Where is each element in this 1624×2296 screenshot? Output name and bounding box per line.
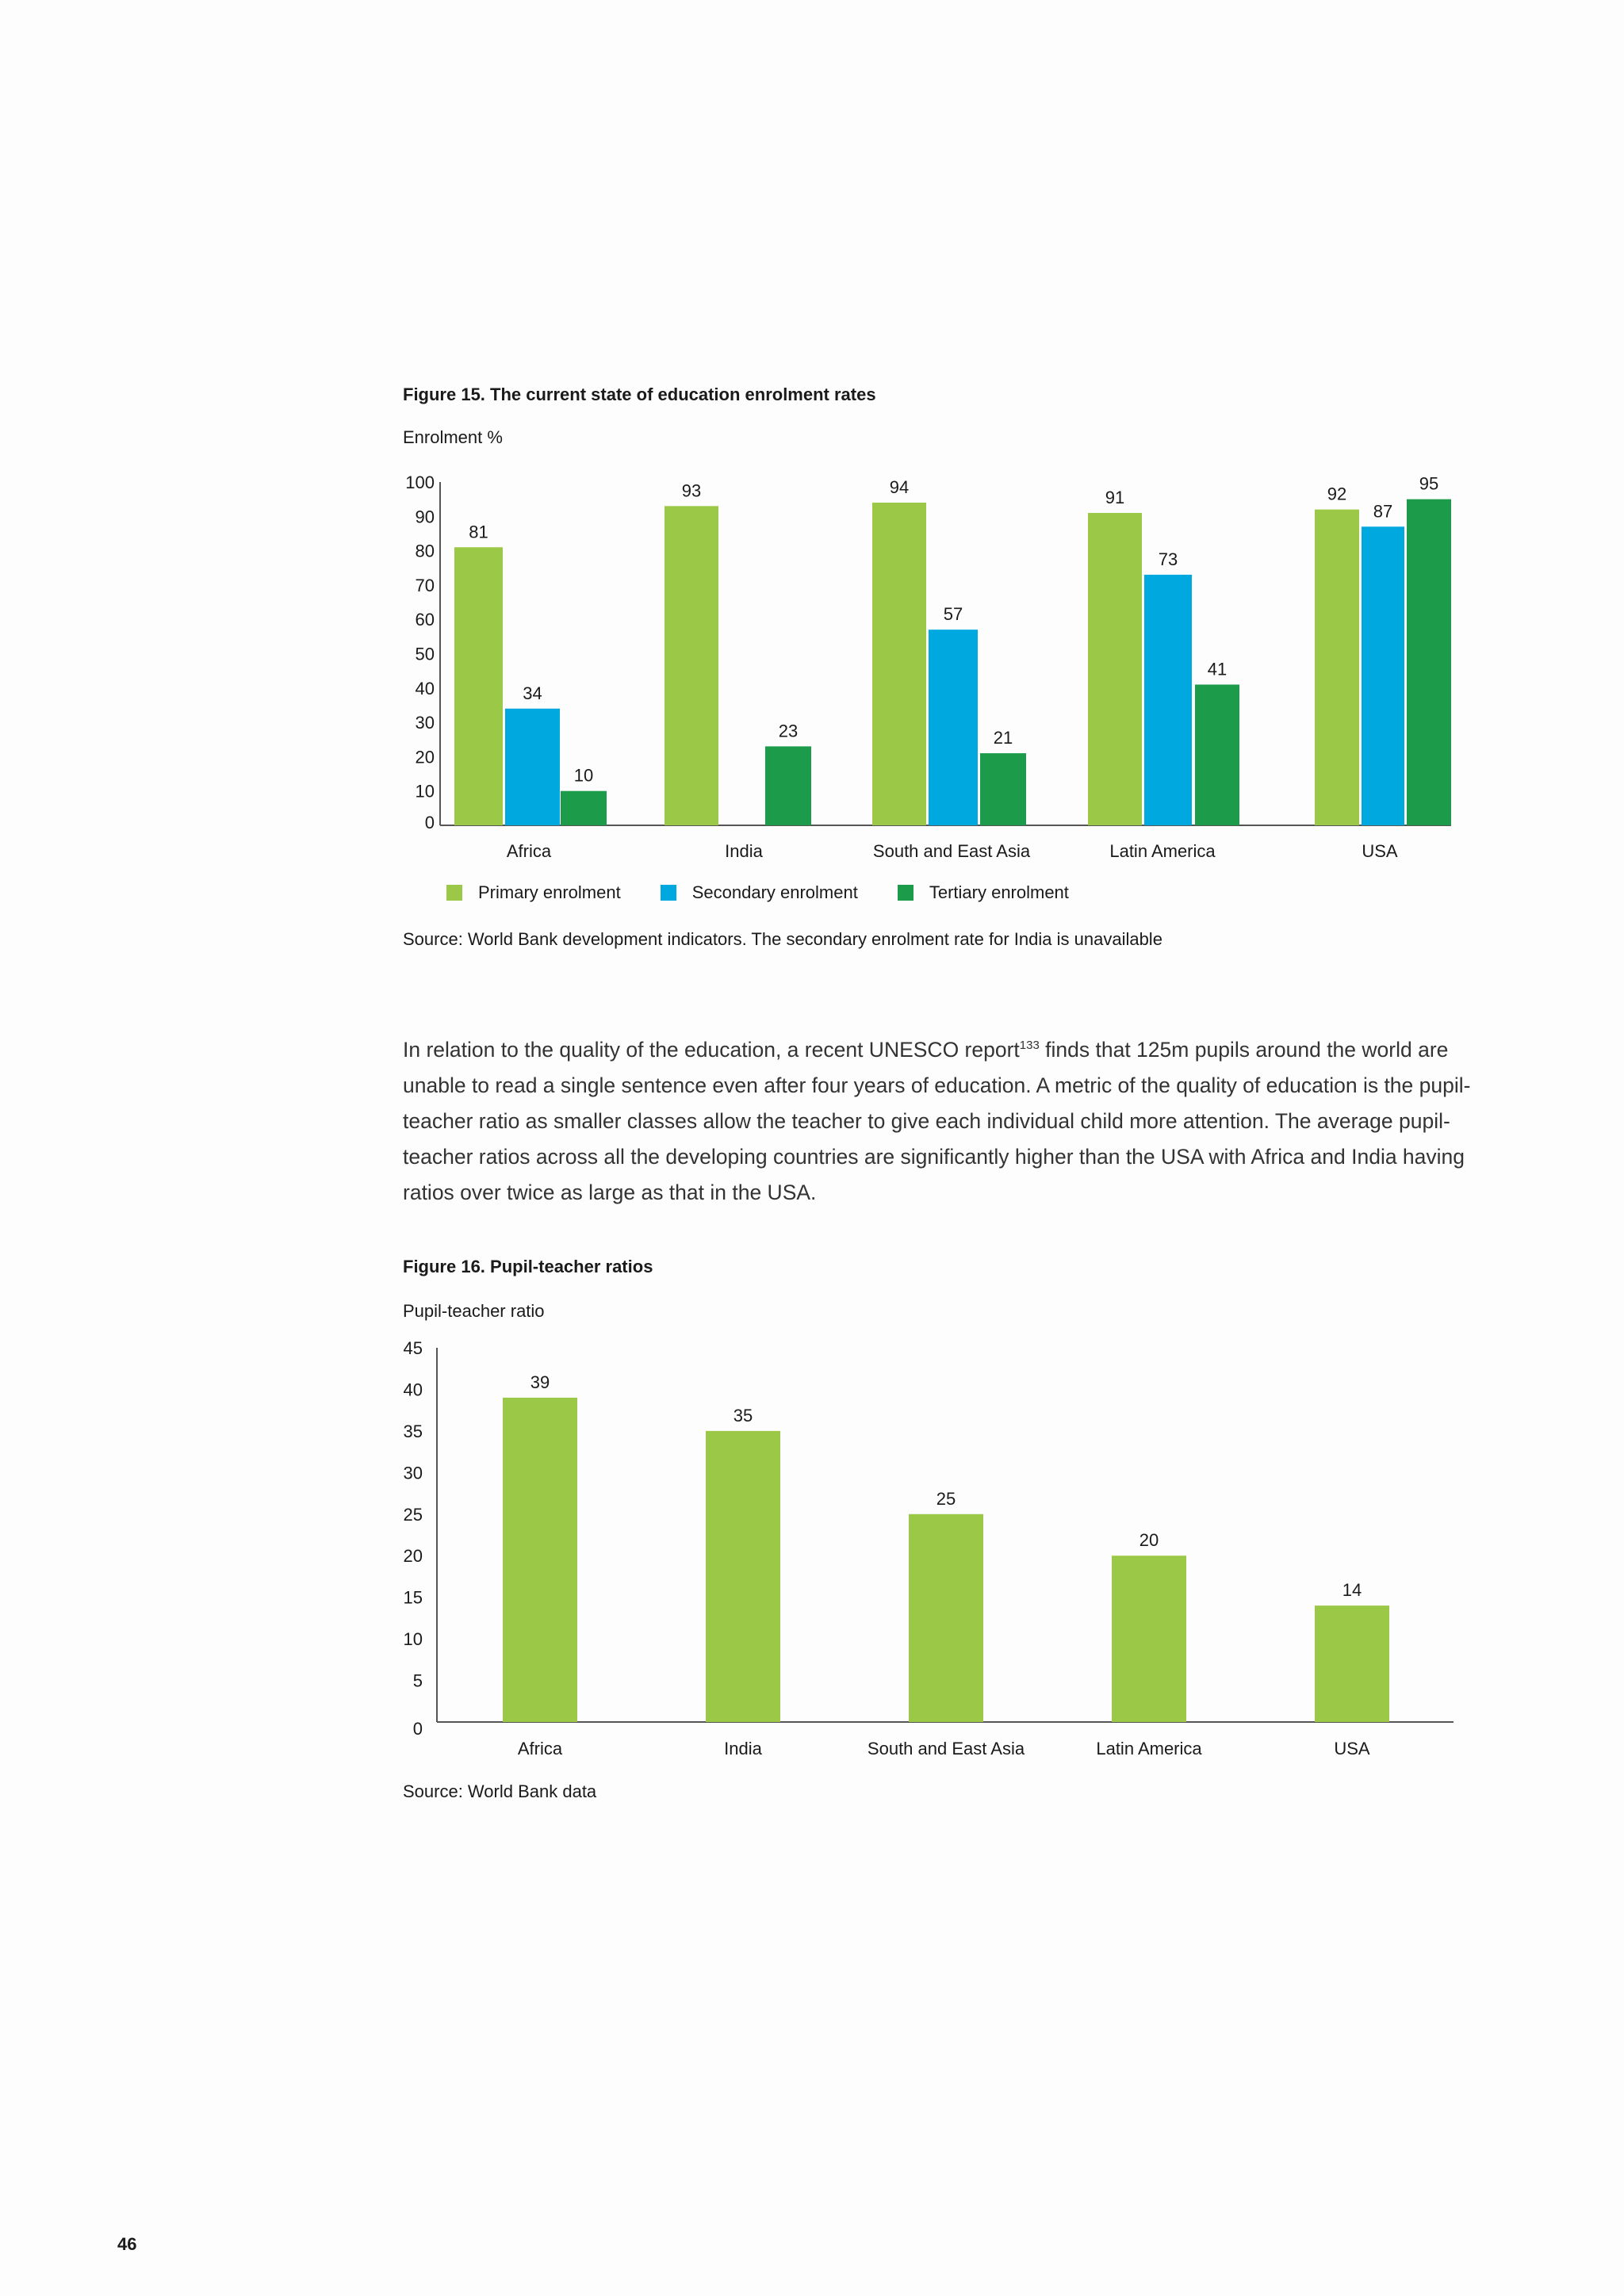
pupil-teacher-chart: 0 5 10 15 20 25 30 35 40 45 39 Africa 35 India 25 South… [404, 1338, 1454, 1758]
data-label: 41 [1208, 659, 1227, 679]
y-tick-label: 35 [404, 1422, 423, 1441]
y-tick-label: 20 [416, 747, 435, 767]
data-label: 95 [1419, 474, 1438, 494]
bar-tertiary-enrolment-india [765, 746, 811, 825]
x-tick-label: South and East Asia [873, 841, 1031, 861]
x-tick-label: South and East Asia [868, 1739, 1025, 1758]
data-label: 73 [1159, 549, 1178, 569]
y-tick-label: 70 [416, 576, 435, 595]
bar-tertiary-enrolment-south-and-east-asia [980, 753, 1026, 825]
legend-label-secondary: Secondary enrolment [691, 882, 858, 902]
x-tick-label: USA [1334, 1739, 1370, 1758]
figure15-title: Figure 15. The current state of educatio… [403, 385, 876, 404]
data-label: 21 [994, 728, 1013, 748]
legend-swatch-secondary [660, 885, 676, 901]
bar-primary-enrolment-south-and-east-asia [872, 502, 926, 825]
bar-south-and-east-asia [909, 1513, 983, 1722]
y-tick-label: 80 [416, 541, 435, 561]
y-tick-label: 30 [404, 1463, 423, 1483]
data-label: 81 [469, 522, 488, 541]
y-tick-label: 0 [413, 1719, 423, 1739]
data-label: 35 [733, 1406, 753, 1425]
legend-label-primary: Primary enrolment [478, 882, 621, 902]
y-tick-label: 5 [413, 1671, 423, 1691]
data-label: 57 [944, 604, 963, 624]
legend-swatch-tertiary [897, 885, 914, 901]
figure15-y-axis-label: Enrolment % [403, 427, 503, 447]
x-tick-label: Africa [507, 841, 552, 861]
y-tick-label: 40 [416, 679, 435, 698]
data-label: 23 [779, 721, 798, 740]
legend-item-secondary: Secondary enrolment [660, 882, 858, 903]
bar-secondary-enrolment-usa [1362, 526, 1404, 825]
bar-usa [1315, 1605, 1389, 1722]
y-tick-label: 50 [416, 645, 435, 664]
bar-secondary-enrolment-south-and-east-asia [929, 629, 978, 825]
data-label: 25 [936, 1489, 956, 1509]
bar-latin-america [1112, 1556, 1186, 1722]
y-tick-label: 0 [425, 813, 435, 832]
y-tick-label: 10 [404, 1629, 423, 1649]
data-label: 92 [1327, 484, 1346, 504]
bar-secondary-enrolment-latin-america [1144, 574, 1192, 825]
enrolment-chart: 0 10 20 30 40 50 60 70 80 90 100 81 34 10 Africa 93 23 In… [405, 473, 1451, 861]
paragraph-text-start: In relation to the quality of the educat… [403, 1037, 1020, 1062]
legend-swatch-primary [446, 885, 462, 901]
data-label: 14 [1342, 1580, 1362, 1600]
figure16-y-axis-label: Pupil-teacher ratio [403, 1301, 545, 1321]
data-label: 94 [890, 477, 909, 497]
legend-item-primary: Primary enrolment [446, 882, 621, 903]
x-tick-label: Latin America [1109, 841, 1216, 861]
bar-india [706, 1430, 780, 1722]
x-tick-label: India [725, 841, 763, 861]
y-tick-label: 45 [404, 1338, 423, 1358]
footnote-ref[interactable]: 133 [1019, 1039, 1040, 1052]
y-tick-label: 30 [416, 713, 435, 733]
x-tick-label: Africa [518, 1739, 563, 1758]
data-label: 34 [523, 683, 542, 703]
data-label: 10 [574, 766, 593, 786]
data-label: 20 [1139, 1530, 1159, 1550]
y-tick-label: 20 [404, 1546, 423, 1566]
bar-primary-enrolment-india [665, 506, 718, 825]
data-label: 93 [682, 480, 701, 500]
legend-label-tertiary: Tertiary enrolment [929, 882, 1069, 902]
data-label: 39 [530, 1372, 550, 1392]
bar-tertiary-enrolment-latin-america [1195, 684, 1239, 825]
page-number: 46 [117, 2234, 137, 2254]
figure16-source: Source: World Bank data [403, 1781, 597, 1801]
y-tick-label: 100 [405, 473, 435, 492]
enrolment-legend: Primary enrolment Secondary enrolment Te… [446, 882, 1109, 903]
figure15-source: Source: World Bank development indicator… [403, 929, 1162, 949]
data-label: 87 [1373, 501, 1392, 521]
bar-primary-enrolment-usa [1315, 509, 1359, 825]
x-tick-label: USA [1362, 841, 1398, 861]
y-tick-label: 25 [404, 1505, 423, 1525]
y-tick-label: 60 [416, 610, 435, 629]
x-tick-label: India [724, 1739, 762, 1758]
x-tick-label: Latin America [1096, 1739, 1202, 1758]
y-tick-label: 10 [416, 782, 435, 802]
y-tick-label: 90 [416, 507, 435, 526]
figure16-title: Figure 16. Pupil-teacher ratios [403, 1257, 653, 1276]
bar-secondary-enrolment-africa [505, 708, 560, 825]
body-paragraph: In relation to the quality of the educat… [403, 1027, 1505, 1211]
bar-tertiary-enrolment-africa [561, 790, 607, 825]
y-tick-label: 40 [404, 1380, 423, 1399]
bar-primary-enrolment-africa [454, 547, 503, 825]
bar-primary-enrolment-latin-america [1088, 512, 1142, 825]
data-label: 91 [1105, 488, 1124, 507]
paragraph-text-end: finds that 125m pupils around the world … [403, 1037, 1471, 1204]
bar-tertiary-enrolment-usa [1407, 499, 1451, 825]
bar-africa [503, 1397, 577, 1722]
legend-item-tertiary: Tertiary enrolment [897, 882, 1069, 903]
y-tick-label: 15 [404, 1588, 423, 1608]
